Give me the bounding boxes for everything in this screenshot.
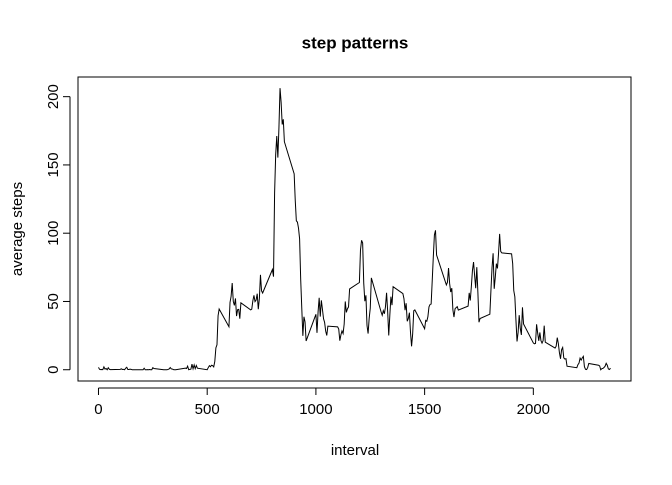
y-tick-label: 150 [45, 152, 62, 177]
plot-box [77, 76, 632, 382]
y-axis-label: average steps [9, 182, 26, 276]
x-tick-label: 500 [195, 401, 220, 418]
x-tick-label: 1500 [408, 401, 441, 418]
chart-title: step patterns [302, 33, 409, 52]
x-tick-label: 1000 [299, 401, 332, 418]
y-tick-label: 200 [45, 84, 62, 109]
y-tick-label: 0 [45, 366, 62, 374]
data-line [98, 88, 611, 371]
x-axis-label: interval [331, 442, 379, 459]
y-tick-label: 100 [45, 221, 62, 246]
x-tick-label: 0 [94, 401, 102, 418]
x-tick-label: 2000 [517, 401, 550, 418]
y-tick-label: 50 [45, 293, 62, 310]
